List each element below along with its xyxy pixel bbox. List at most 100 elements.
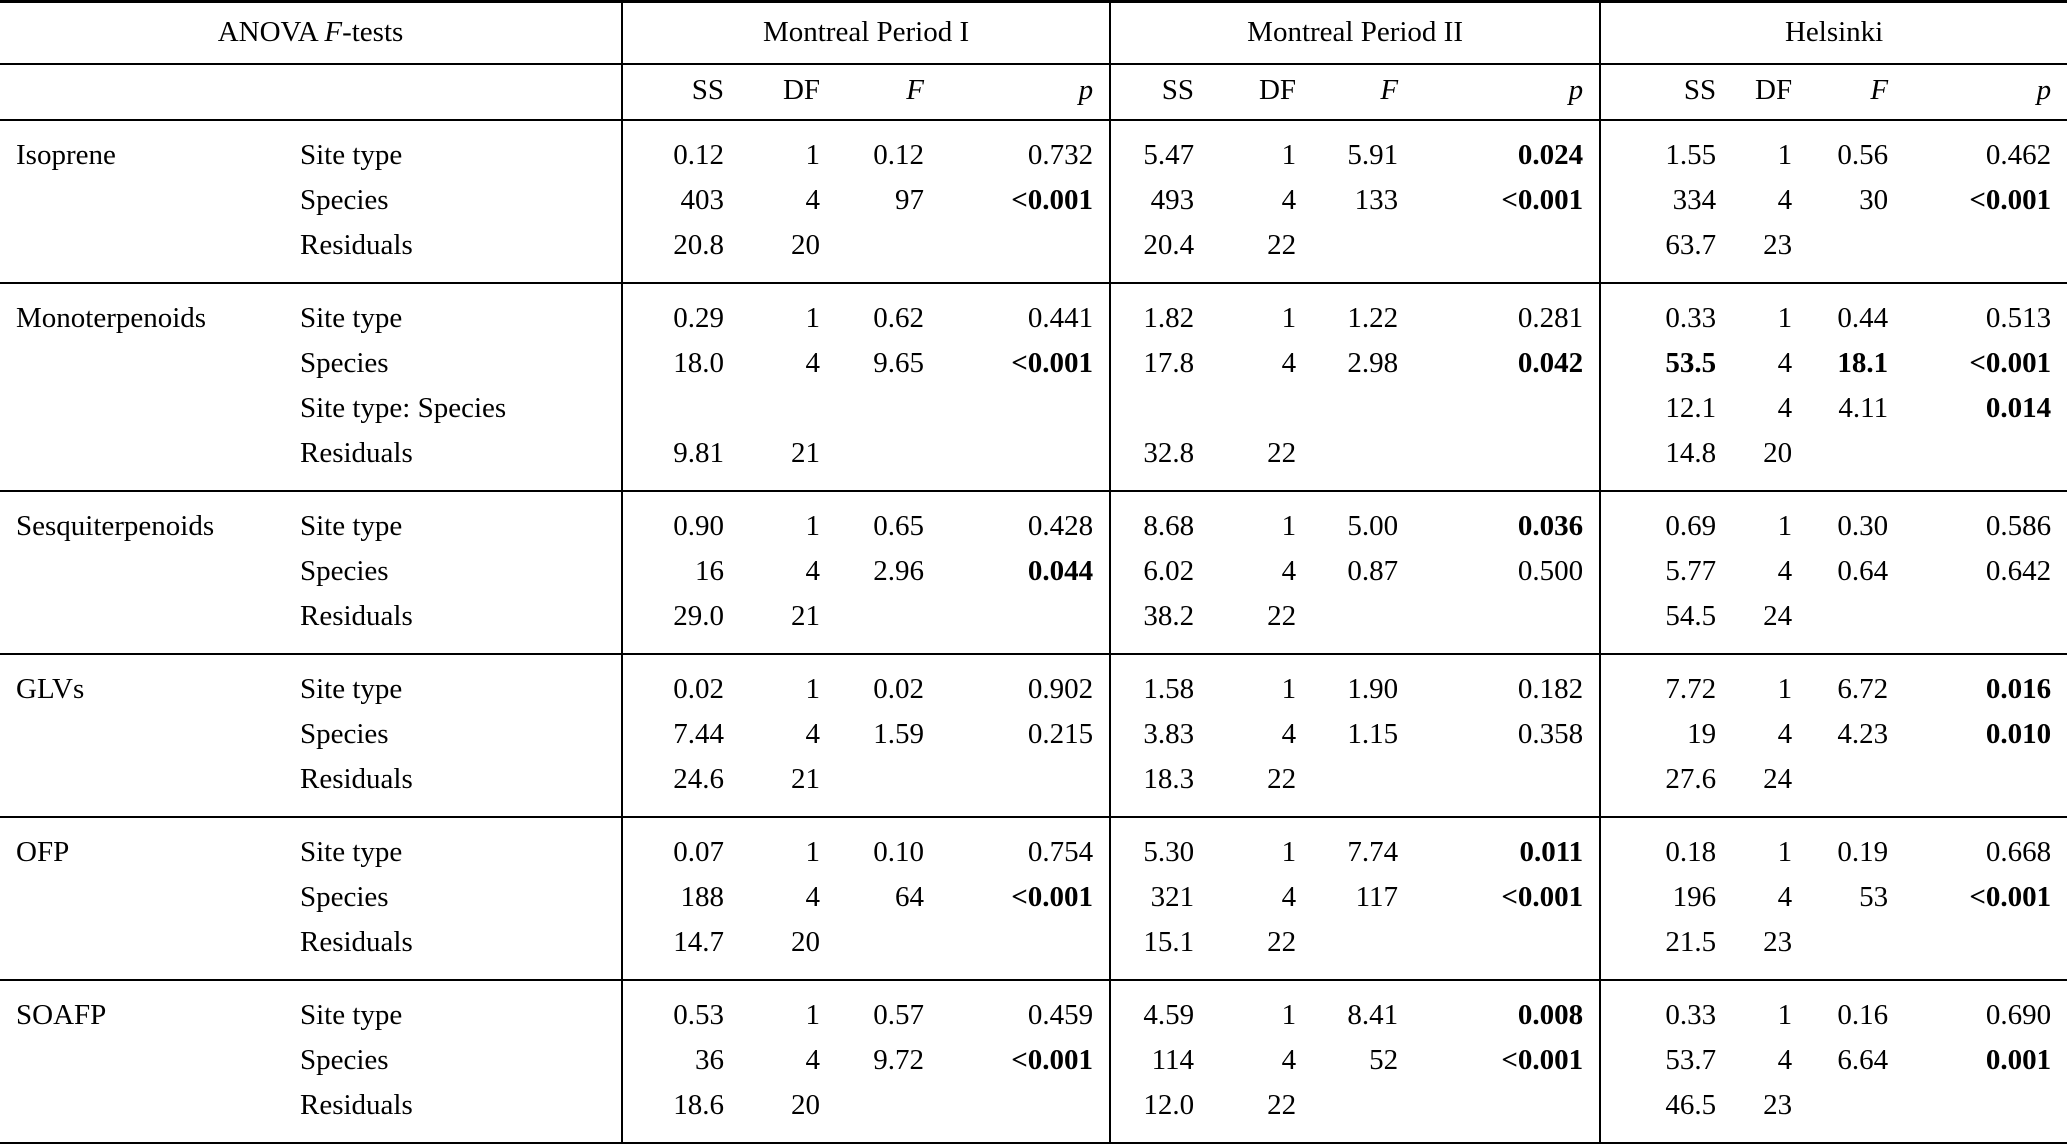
value-cell: 21 <box>791 437 821 469</box>
value-cell: 0.29 <box>621 283 741 341</box>
value-cell: 4 <box>1281 555 1297 587</box>
value-cell: 12.0 <box>1109 1083 1211 1143</box>
value-cell: 4 <box>805 555 821 587</box>
value-cell: 1 <box>805 999 821 1031</box>
value-cell: 22 <box>1267 229 1297 261</box>
value-cell: 54.5 <box>1599 594 1733 654</box>
value-cell <box>1312 594 1414 654</box>
compound-label-empty <box>0 1083 300 1143</box>
value-cell: 114 <box>1109 1038 1211 1083</box>
compound-label-empty <box>0 875 300 920</box>
value-cell: 4 <box>1281 718 1297 750</box>
value-cell: <0.001 <box>1501 184 1584 216</box>
table-row: Residuals 20.8 20 20.4 22 63.7 23 <box>0 223 2067 283</box>
value-cell: 0.042 <box>1517 347 1584 379</box>
value-cell: 18.0 <box>621 341 741 386</box>
compound-label-empty <box>0 757 300 817</box>
table-row: Species 36 4 9.72 <0.001 114 4 52 <0.001 53.7 4 6.6… <box>0 1038 2067 1083</box>
value-cell: 1 <box>805 836 821 868</box>
value-cell: 9.65 <box>873 347 925 379</box>
table-row: GLVs Site type 0.02 1 0.02 0.902 1.58 1 1.90 0.18… <box>0 654 2067 712</box>
value-cell: 9.81 <box>621 431 741 491</box>
effect-label-residuals: Residuals <box>300 600 413 632</box>
compound-label-empty <box>0 223 300 283</box>
value-cell: 7.72 <box>1599 654 1733 712</box>
col-header-f: F <box>1380 74 1399 106</box>
compound-group-ofp: OFP Site type 0.07 1 0.10 0.754 5.30 1 7.74 0.011… <box>0 817 2067 980</box>
compound-group-isoprene: Isoprene Site type 0.12 1 0.12 0.732 5.47 1 5.91… <box>0 120 2067 283</box>
value-cell <box>1414 920 1600 980</box>
table-row: Residuals 9.81 21 32.8 22 14.8 20 <box>0 431 2067 491</box>
value-cell: 0.87 <box>1347 555 1399 587</box>
effect-label-species: Species <box>300 718 389 750</box>
value-cell <box>836 431 940 491</box>
value-cell <box>1904 757 2067 817</box>
compound-label-empty <box>0 1038 300 1083</box>
value-cell: 20 <box>791 926 821 958</box>
value-cell: <0.001 <box>1011 184 1094 216</box>
value-cell <box>621 386 741 431</box>
effect-label-site-type-species: Site type: Species <box>300 392 507 424</box>
value-cell: 7.74 <box>1347 836 1399 868</box>
value-cell: 1 <box>1777 510 1793 542</box>
value-cell <box>1808 920 1904 980</box>
value-cell <box>1312 386 1414 431</box>
value-cell: 0.690 <box>1985 999 2052 1031</box>
value-cell <box>1312 757 1414 817</box>
value-cell: 1 <box>805 673 821 705</box>
value-cell <box>1312 920 1414 980</box>
value-cell: 0.462 <box>1985 139 2052 171</box>
col-header-p: p <box>2036 74 2052 106</box>
group-header-row: ANOVA F-tests Montreal Period I Montreal … <box>0 1 2067 64</box>
value-cell: 1 <box>1281 999 1297 1031</box>
table-row: Species 18.0 4 9.65 <0.001 17.8 4 2.98 0.042 53.5… <box>0 341 2067 386</box>
value-cell: <0.001 <box>1969 347 2052 379</box>
value-cell: 0.036 <box>1517 510 1584 542</box>
value-cell: 18.6 <box>621 1083 741 1143</box>
value-cell: 0.19 <box>1837 836 1889 868</box>
effect-label-species: Species <box>300 881 389 913</box>
value-cell: 0.69 <box>1599 491 1733 549</box>
value-cell: 29.0 <box>621 594 741 654</box>
value-cell <box>1210 386 1312 431</box>
value-cell: 22 <box>1267 763 1297 795</box>
effect-label-site-type: Site type <box>300 836 403 868</box>
effect-label-species: Species <box>300 555 389 587</box>
value-cell: 1 <box>1281 673 1297 705</box>
group-header-montreal-period-i: Montreal Period I <box>621 1 1111 64</box>
value-cell: 4 <box>1281 347 1297 379</box>
value-cell: <0.001 <box>1011 1044 1094 1076</box>
value-cell: 22 <box>1267 926 1297 958</box>
value-cell: 8.41 <box>1347 999 1399 1031</box>
value-cell <box>740 386 836 431</box>
compound-group-glvs: GLVs Site type 0.02 1 0.02 0.902 1.58 1 1.90 0.18… <box>0 654 2067 817</box>
value-cell <box>836 223 940 283</box>
compound-label-empty <box>0 920 300 980</box>
value-cell: 24 <box>1763 763 1793 795</box>
value-cell <box>1414 1083 1600 1143</box>
value-cell: 53 <box>1859 881 1889 913</box>
value-cell: 0.513 <box>1985 302 2052 334</box>
compound-label-empty <box>0 594 300 654</box>
value-cell: <0.001 <box>1011 881 1094 913</box>
compound-label-sesquiterpenoids: Sesquiterpenoids <box>16 510 215 542</box>
value-cell: 16 <box>621 549 741 594</box>
table-row: Sesquiterpenoids Site type 0.90 1 0.65 0.428 8… <box>0 491 2067 549</box>
table-row: Species 7.44 4 1.59 0.215 3.83 4 1.15 0.358 19 4 4.… <box>0 712 2067 757</box>
value-cell: 0.10 <box>873 836 925 868</box>
value-cell <box>1414 223 1600 283</box>
value-cell: 1 <box>805 510 821 542</box>
value-cell: 0.30 <box>1837 510 1889 542</box>
value-cell: 0.12 <box>621 120 741 178</box>
value-cell <box>1904 223 2067 283</box>
effect-label-residuals: Residuals <box>300 437 413 469</box>
value-cell <box>940 386 1110 431</box>
value-cell: 0.215 <box>1027 718 1094 750</box>
value-cell: 36 <box>621 1038 741 1083</box>
value-cell <box>1808 594 1904 654</box>
effect-label-species: Species <box>300 347 389 379</box>
compound-label-empty <box>0 341 300 386</box>
value-cell: 0.18 <box>1599 817 1733 875</box>
value-cell: 188 <box>621 875 741 920</box>
value-cell <box>1312 431 1414 491</box>
